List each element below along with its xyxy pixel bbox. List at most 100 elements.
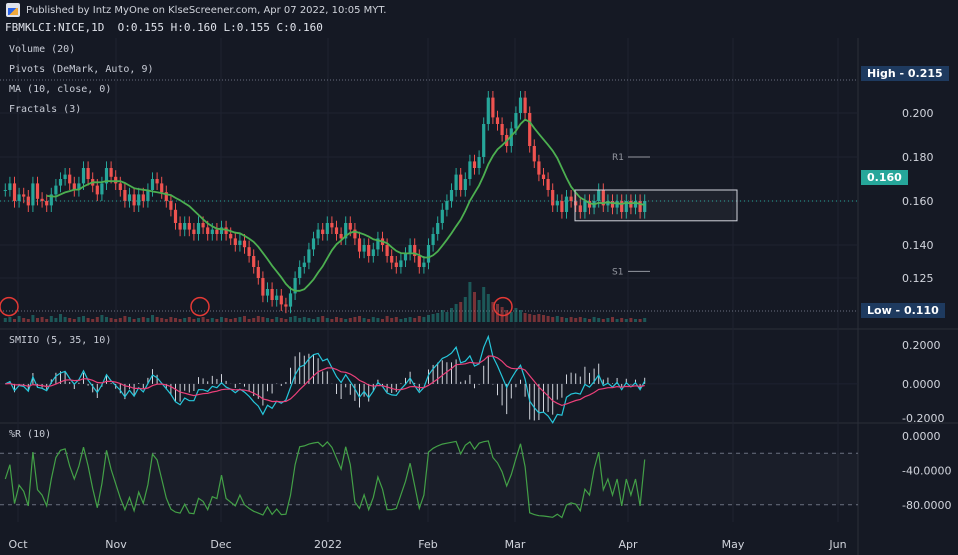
time-tick-label: Jun xyxy=(828,538,846,551)
volume-bar xyxy=(597,318,601,322)
published-text: Published by Intz MyOne on KlseScreener.… xyxy=(26,4,387,16)
volume-bar xyxy=(201,317,205,322)
candle-body xyxy=(482,124,486,157)
candle-body xyxy=(12,183,17,201)
candle-body xyxy=(316,229,320,239)
candle-body xyxy=(514,113,518,129)
candle-body xyxy=(132,194,136,206)
time-tick-label: Nov xyxy=(105,538,127,551)
candle-body xyxy=(532,146,536,162)
candle-body xyxy=(109,168,113,177)
candle-body xyxy=(238,240,242,245)
candle-body xyxy=(574,201,578,206)
volume-bar xyxy=(565,318,568,322)
price-tick-label: 0.140 xyxy=(902,239,934,252)
candle-body xyxy=(417,256,421,267)
volume-bar xyxy=(514,308,518,322)
candle-body xyxy=(8,183,12,190)
candle-body xyxy=(155,179,159,184)
volume-bar xyxy=(422,317,426,322)
volume-bar xyxy=(537,314,541,322)
volume-bar xyxy=(371,317,375,322)
volume-bar xyxy=(519,310,522,322)
candle-body xyxy=(146,190,150,201)
volume-bar xyxy=(36,318,39,322)
volume-bar xyxy=(59,314,62,322)
candle-body xyxy=(54,185,58,195)
indicator-pivots-label[interactable]: Pivots (DeMark, Auto, 9) xyxy=(9,64,154,75)
candle-body xyxy=(491,97,495,118)
indicator-ma-label[interactable]: MA (10, close, 0) xyxy=(9,84,112,95)
header-bar: Published by Intz MyOne on KlseScreener.… xyxy=(0,0,958,38)
candle-body xyxy=(394,262,398,267)
candle-body xyxy=(247,247,251,256)
wr-line xyxy=(4,440,646,519)
candle-body xyxy=(72,183,76,190)
volume-bar xyxy=(270,319,274,322)
candle-body xyxy=(408,245,412,254)
candle-body xyxy=(587,201,592,208)
candle-body xyxy=(58,179,63,186)
candle-body xyxy=(279,295,283,305)
candle-body xyxy=(229,234,233,239)
volume-bar xyxy=(279,318,283,322)
price-tick-label: 0.180 xyxy=(902,151,934,164)
volume-bar xyxy=(151,315,154,322)
candle-body xyxy=(261,278,265,296)
candle-body xyxy=(288,293,293,307)
volume-bar xyxy=(31,315,35,322)
candle-body xyxy=(256,267,260,278)
indicator-fractals-label[interactable]: Fractals (3) xyxy=(9,104,82,115)
candle-body xyxy=(583,201,587,212)
candle-body xyxy=(118,183,122,190)
volume-bar xyxy=(463,297,467,322)
volume-bar xyxy=(261,317,265,322)
candle-body xyxy=(35,183,40,199)
ohlc-values: O:0.155 H:0.160 L:0.155 C:0.160 xyxy=(117,21,323,34)
volume-bar xyxy=(312,319,315,322)
volume-bar xyxy=(40,317,44,322)
volume-bar xyxy=(606,318,610,322)
candle-body xyxy=(68,174,72,184)
indicator-smiio-label[interactable]: SMIIO (5, 35, 10) xyxy=(9,335,112,346)
candle-body xyxy=(22,194,26,197)
candle-body xyxy=(123,190,127,201)
candle-body xyxy=(3,190,7,191)
volume-bar xyxy=(330,319,334,322)
candle-body xyxy=(459,174,463,190)
candle-body xyxy=(265,289,270,296)
price-chart[interactable]: R1 S1 0.200 0.180 0.160 0.140 0.125 0.220 0.2000… xyxy=(0,38,958,555)
candle-body xyxy=(390,256,394,263)
candle-body xyxy=(219,227,224,234)
volume-bar xyxy=(215,319,219,322)
volume-bar xyxy=(243,316,246,322)
volume-bar xyxy=(183,318,187,322)
candle-body xyxy=(252,256,256,267)
volume-bar xyxy=(252,318,256,322)
candle-body xyxy=(187,223,191,230)
candle-body xyxy=(445,201,449,210)
volume-bar xyxy=(555,316,559,322)
indicator-volume-label[interactable]: Volume (20) xyxy=(9,44,76,55)
candle-body xyxy=(633,201,638,208)
time-tick-label: 2022 xyxy=(314,538,342,551)
volume-bar xyxy=(413,318,417,322)
candle-body xyxy=(114,176,118,184)
candle-body xyxy=(367,245,371,256)
candle-body xyxy=(224,227,228,234)
candle-body xyxy=(173,209,178,223)
candle-body xyxy=(436,223,440,234)
candle-body xyxy=(403,253,408,261)
indicator-wr-label[interactable]: %R (10) xyxy=(9,429,52,440)
volume-bar xyxy=(114,319,118,322)
time-tick-label: May xyxy=(722,538,745,551)
candle-body xyxy=(500,124,504,135)
ma-line xyxy=(46,118,645,292)
volume-bar xyxy=(477,300,481,322)
volume-bar xyxy=(192,319,196,322)
candle-body xyxy=(454,174,458,190)
klsescreener-logo-icon xyxy=(6,3,20,17)
candle-body xyxy=(495,117,500,124)
candle-body xyxy=(362,245,366,252)
volume-bar xyxy=(611,317,614,322)
